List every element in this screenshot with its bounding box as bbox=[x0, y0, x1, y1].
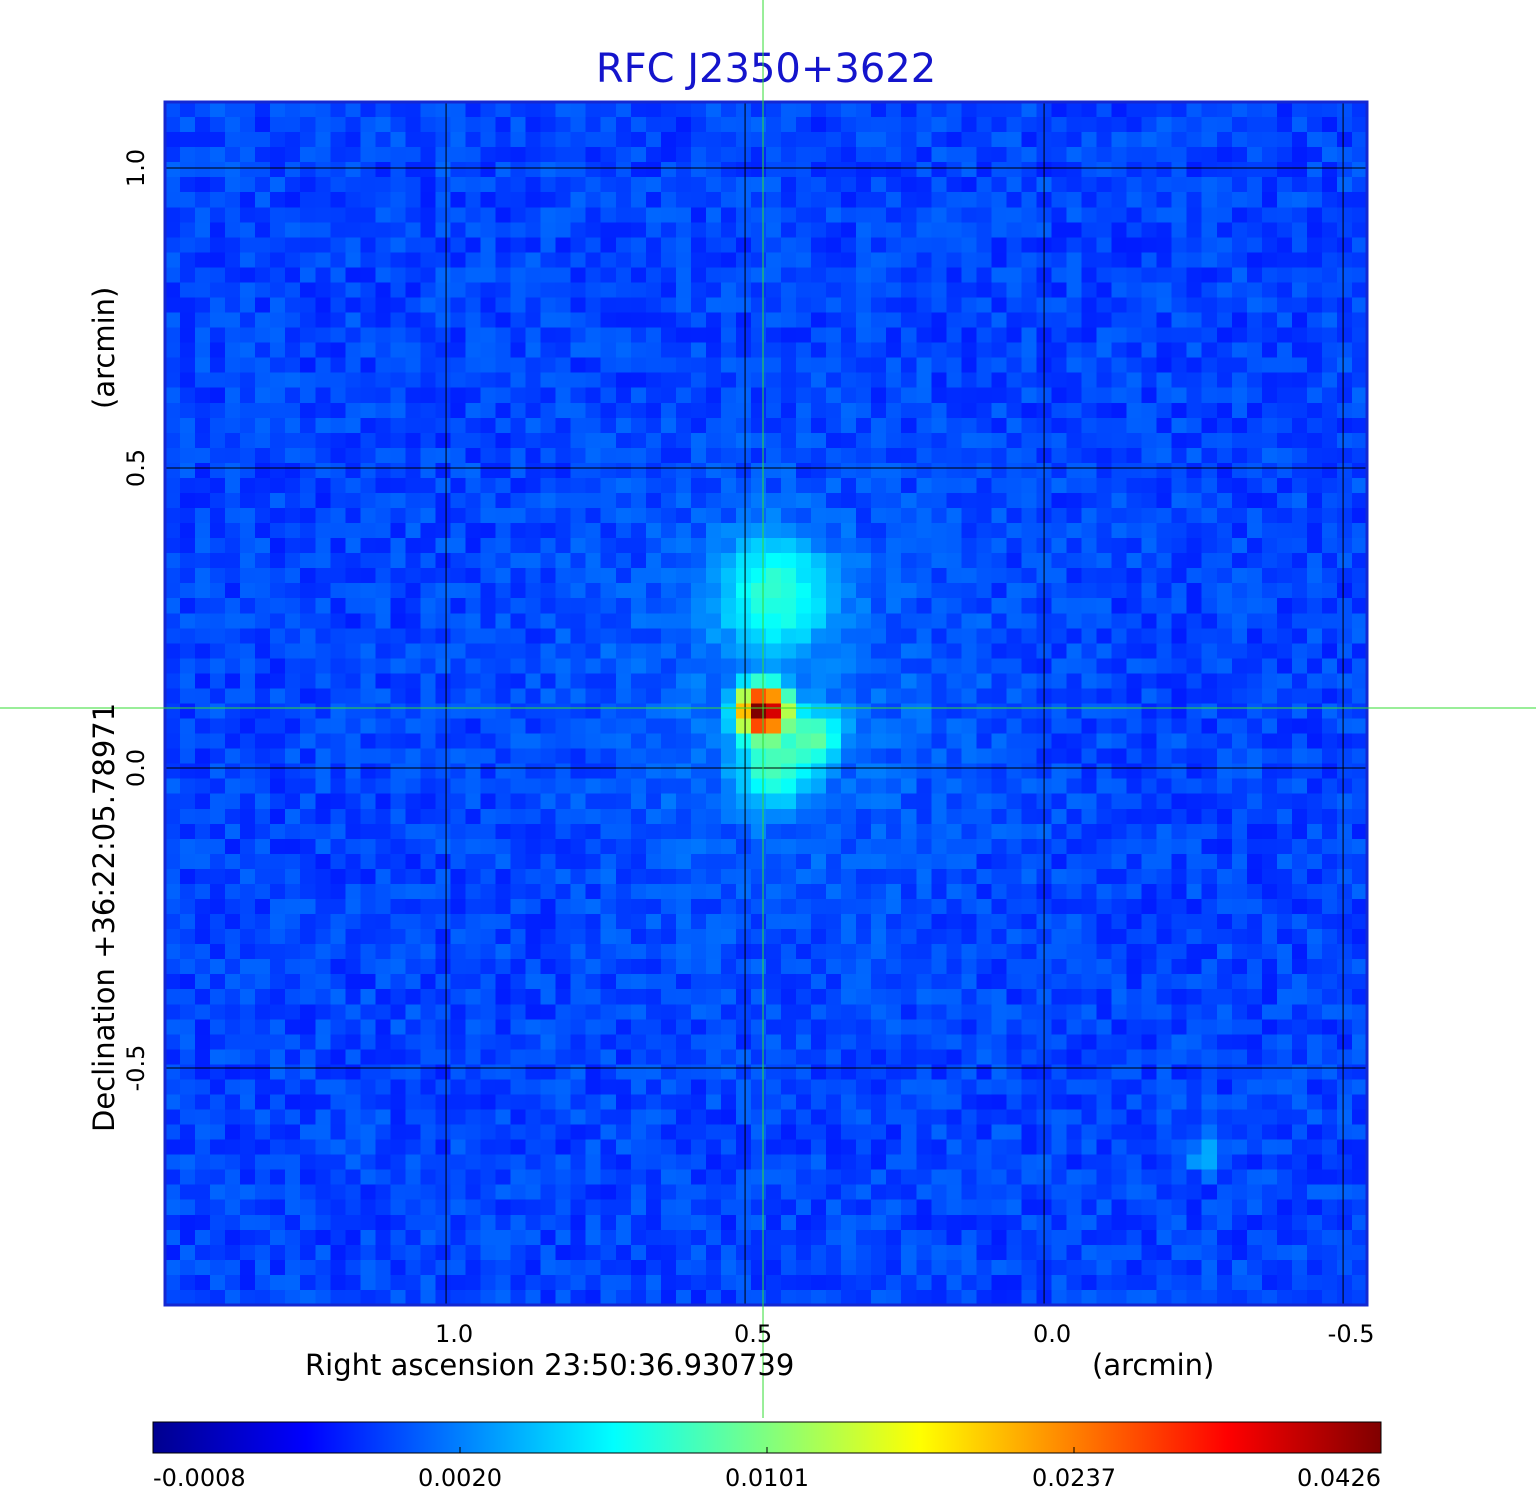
grid-lines bbox=[165, 102, 1367, 1305]
colorbar-tick-label: -0.0008 bbox=[153, 1464, 246, 1492]
x-tick-labels: 1.0 0.5 0.0 -0.5 bbox=[435, 1320, 1375, 1348]
colorbar-tick-label: 0.0101 bbox=[725, 1464, 809, 1492]
x-tick-label: 0.0 bbox=[1033, 1320, 1071, 1348]
x-axis-unit: (arcmin) bbox=[1092, 1348, 1214, 1382]
y-tick-labels: 1.0 0.5 0.0 -0.5 bbox=[122, 149, 150, 1092]
colorbar-tick-label: 0.0426 bbox=[1297, 1464, 1381, 1492]
y-tick-label: 0.0 bbox=[122, 749, 150, 787]
plot-frame bbox=[163, 100, 1369, 1307]
colorbar-tick-label: 0.0237 bbox=[1032, 1464, 1116, 1492]
x-tick-label: 0.5 bbox=[734, 1320, 772, 1348]
heatmap-image bbox=[165, 102, 1367, 1305]
y-tick-label: 1.0 bbox=[122, 149, 150, 187]
y-tick-label: 0.5 bbox=[122, 449, 150, 487]
x-tick-label: -0.5 bbox=[1328, 1320, 1375, 1348]
plot-area bbox=[163, 100, 1369, 1307]
x-axis-label: Right ascension 23:50:36.930739 bbox=[305, 1348, 794, 1382]
y-axis-unit: (arcmin) bbox=[87, 287, 121, 409]
chart-title: RFC J2350+3622 bbox=[596, 46, 936, 92]
x-tick-label: 1.0 bbox=[435, 1320, 473, 1348]
y-axis-label: Declination +36:22:05.78971 bbox=[87, 703, 121, 1132]
colorbar-tick-label: 0.0020 bbox=[418, 1464, 502, 1492]
colorbar: -0.0008 0.0020 0.0101 0.0237 0.0426 bbox=[152, 1421, 1382, 1492]
colorbar-tick-labels: -0.0008 0.0020 0.0101 0.0237 0.0426 bbox=[152, 1447, 1382, 1492]
crosshair bbox=[0, 0, 1536, 1418]
y-tick-label: -0.5 bbox=[122, 1045, 150, 1092]
